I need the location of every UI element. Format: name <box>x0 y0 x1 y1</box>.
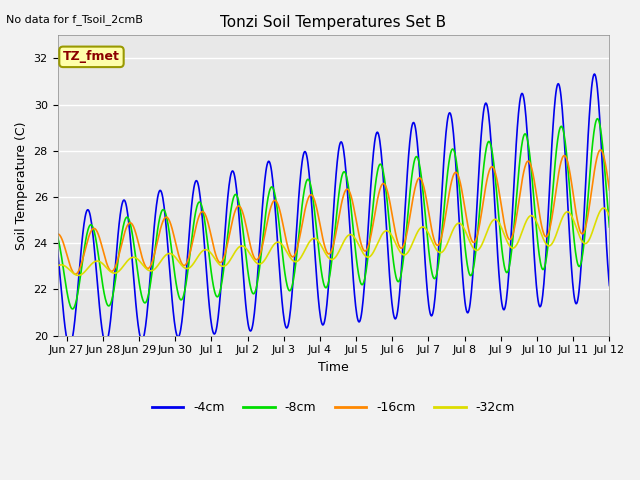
Line: -4cm: -4cm <box>58 74 609 346</box>
-8cm <box>157 212 164 217</box>
-4cm <box>591 71 598 77</box>
-4cm <box>66 343 74 349</box>
-32cm <box>54 263 61 269</box>
-32cm <box>600 205 607 211</box>
-4cm <box>284 325 291 331</box>
-16cm <box>81 249 88 255</box>
-8cm <box>68 306 76 312</box>
-4cm <box>81 217 88 223</box>
-8cm <box>605 224 613 230</box>
-16cm <box>596 147 604 153</box>
Line: -8cm: -8cm <box>58 119 609 309</box>
-8cm <box>54 234 61 240</box>
-4cm <box>380 175 387 181</box>
-8cm <box>587 157 595 163</box>
-16cm <box>605 187 613 193</box>
-8cm <box>81 244 88 250</box>
-32cm <box>587 233 595 239</box>
-16cm <box>157 226 164 231</box>
-8cm <box>579 253 586 259</box>
-16cm <box>380 180 387 186</box>
-16cm <box>579 231 586 237</box>
-4cm <box>587 91 595 96</box>
-32cm <box>605 213 613 219</box>
-8cm <box>380 169 387 175</box>
-8cm <box>284 283 291 288</box>
Legend: -4cm, -8cm, -16cm, -32cm: -4cm, -8cm, -16cm, -32cm <box>147 396 520 419</box>
Line: -16cm: -16cm <box>58 150 609 274</box>
-4cm <box>579 242 586 248</box>
-8cm <box>593 116 601 121</box>
-32cm <box>380 230 387 236</box>
Title: Tonzi Soil Temperatures Set B: Tonzi Soil Temperatures Set B <box>220 15 447 30</box>
-32cm <box>579 239 586 244</box>
-4cm <box>605 283 613 288</box>
-16cm <box>54 231 61 237</box>
-32cm <box>284 250 291 255</box>
-16cm <box>72 271 79 277</box>
-32cm <box>81 269 88 275</box>
-4cm <box>157 188 164 193</box>
-16cm <box>587 192 595 197</box>
-16cm <box>284 241 291 247</box>
Text: No data for f_Tsoil_2cmB: No data for f_Tsoil_2cmB <box>6 14 143 25</box>
-4cm <box>54 247 61 253</box>
-32cm <box>74 273 82 278</box>
Text: TZ_fmet: TZ_fmet <box>63 50 120 63</box>
Y-axis label: Soil Temperature (C): Soil Temperature (C) <box>15 121 28 250</box>
X-axis label: Time: Time <box>318 361 349 374</box>
-32cm <box>157 259 164 264</box>
Line: -32cm: -32cm <box>58 208 609 276</box>
